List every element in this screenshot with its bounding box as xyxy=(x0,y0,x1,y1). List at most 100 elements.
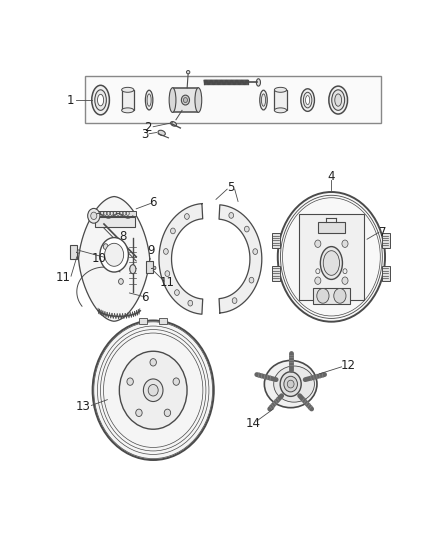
Circle shape xyxy=(77,250,80,253)
Circle shape xyxy=(184,98,187,102)
Bar xyxy=(381,266,390,281)
Circle shape xyxy=(88,208,100,223)
Bar xyxy=(274,90,286,110)
Ellipse shape xyxy=(130,265,136,273)
Text: 10: 10 xyxy=(92,253,106,265)
Text: 6: 6 xyxy=(141,292,148,304)
Bar xyxy=(92,211,136,216)
Ellipse shape xyxy=(304,92,312,108)
Bar xyxy=(146,261,152,273)
Ellipse shape xyxy=(335,94,342,106)
Ellipse shape xyxy=(284,376,297,392)
Circle shape xyxy=(105,243,124,266)
Circle shape xyxy=(163,248,168,254)
Ellipse shape xyxy=(187,70,190,74)
Text: 1: 1 xyxy=(66,94,74,107)
Circle shape xyxy=(278,192,385,322)
Text: 13: 13 xyxy=(76,400,91,413)
Ellipse shape xyxy=(119,351,187,429)
Bar xyxy=(381,233,390,248)
Ellipse shape xyxy=(274,366,314,402)
Bar xyxy=(272,233,280,248)
Ellipse shape xyxy=(171,122,177,126)
Circle shape xyxy=(170,228,175,234)
Bar xyxy=(95,216,134,227)
Ellipse shape xyxy=(332,90,345,110)
Bar xyxy=(173,88,198,112)
Bar xyxy=(318,222,345,233)
Circle shape xyxy=(229,213,233,219)
Ellipse shape xyxy=(145,90,153,110)
Bar xyxy=(313,288,350,304)
Ellipse shape xyxy=(306,95,310,104)
Ellipse shape xyxy=(98,94,104,106)
Text: 6: 6 xyxy=(149,196,157,209)
Circle shape xyxy=(175,290,179,295)
Circle shape xyxy=(119,279,124,284)
Ellipse shape xyxy=(143,379,163,401)
Polygon shape xyxy=(159,204,203,314)
Circle shape xyxy=(103,244,108,249)
Ellipse shape xyxy=(265,360,317,408)
Ellipse shape xyxy=(274,108,286,113)
Bar xyxy=(122,90,134,110)
Circle shape xyxy=(165,271,170,277)
Ellipse shape xyxy=(95,90,106,110)
Text: 14: 14 xyxy=(246,417,261,430)
Text: 7: 7 xyxy=(378,226,386,239)
Text: 11: 11 xyxy=(56,271,71,284)
Circle shape xyxy=(315,240,321,247)
Text: 11: 11 xyxy=(159,276,174,289)
Bar xyxy=(139,318,147,324)
Ellipse shape xyxy=(136,409,142,416)
Ellipse shape xyxy=(260,90,267,110)
Ellipse shape xyxy=(256,79,261,86)
Ellipse shape xyxy=(280,372,301,397)
Circle shape xyxy=(188,300,193,306)
Bar xyxy=(85,76,381,124)
Ellipse shape xyxy=(122,87,134,92)
Circle shape xyxy=(342,277,348,284)
Ellipse shape xyxy=(274,87,286,92)
Ellipse shape xyxy=(92,320,214,460)
Ellipse shape xyxy=(261,94,265,106)
Ellipse shape xyxy=(158,130,165,135)
Circle shape xyxy=(253,249,258,254)
Circle shape xyxy=(315,277,321,284)
Text: 2: 2 xyxy=(145,122,152,134)
Circle shape xyxy=(232,298,237,303)
Circle shape xyxy=(153,266,156,270)
Text: 12: 12 xyxy=(341,359,356,372)
Ellipse shape xyxy=(148,384,158,396)
Ellipse shape xyxy=(122,108,134,113)
Ellipse shape xyxy=(301,89,314,111)
Bar xyxy=(272,266,280,281)
Polygon shape xyxy=(219,205,262,313)
Text: 4: 4 xyxy=(328,171,335,183)
Text: 3: 3 xyxy=(141,128,148,141)
Circle shape xyxy=(184,214,189,220)
Text: 5: 5 xyxy=(228,181,235,193)
Text: 8: 8 xyxy=(119,230,126,243)
Bar xyxy=(299,214,364,300)
Ellipse shape xyxy=(150,359,156,366)
Ellipse shape xyxy=(169,88,176,112)
Bar xyxy=(70,245,77,259)
Circle shape xyxy=(342,240,348,247)
Bar xyxy=(159,318,167,324)
Ellipse shape xyxy=(323,251,339,276)
Circle shape xyxy=(181,95,190,105)
Polygon shape xyxy=(78,197,150,321)
Ellipse shape xyxy=(147,94,151,106)
Circle shape xyxy=(100,238,128,272)
Ellipse shape xyxy=(164,409,171,416)
Text: 9: 9 xyxy=(148,244,155,257)
Circle shape xyxy=(334,288,346,303)
Ellipse shape xyxy=(127,378,133,385)
Ellipse shape xyxy=(195,88,202,112)
Circle shape xyxy=(244,226,249,232)
Circle shape xyxy=(317,288,329,303)
Ellipse shape xyxy=(173,378,180,385)
Circle shape xyxy=(91,212,97,220)
Circle shape xyxy=(249,277,254,283)
